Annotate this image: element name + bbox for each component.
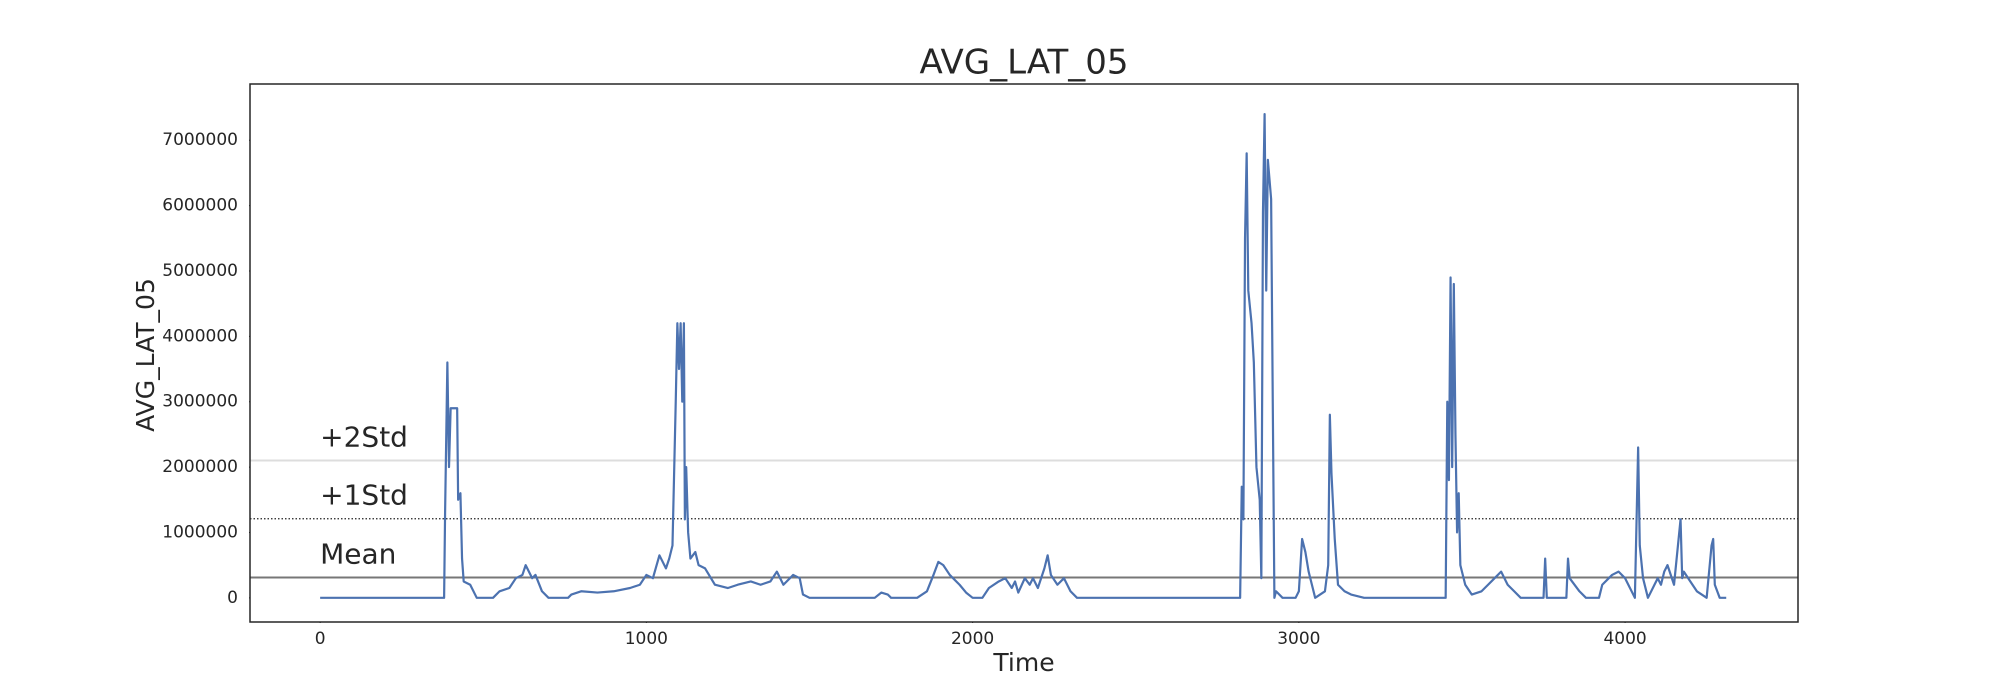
plot-frame	[249, 83, 1799, 623]
y-tick-label: 3000000	[162, 392, 238, 412]
y-axis-label: AVG_LAT_05	[131, 278, 160, 432]
y-tick-label: 4000000	[162, 326, 238, 346]
x-axis-label: Time	[992, 648, 1054, 677]
y-tick-label: 1000000	[162, 522, 238, 542]
x-tick-label: 1000	[625, 629, 668, 649]
y-tick-label: 2000000	[162, 457, 238, 477]
chart-title: AVG_LAT_05	[919, 43, 1128, 83]
x-tick-label: 3000	[1277, 629, 1320, 649]
y-tick-label: 6000000	[162, 196, 238, 216]
y-tick-label: 0	[227, 588, 238, 608]
x-tick-label: 2000	[951, 629, 994, 649]
data-line	[320, 112, 1727, 599]
reference-label: +2Std	[320, 421, 408, 454]
x-tick-label: 4000	[1603, 629, 1646, 649]
y-tick-label: 5000000	[162, 261, 238, 281]
reference-label: +1Std	[320, 479, 408, 512]
x-tick-label: 0	[315, 629, 326, 649]
y-tick-label: 7000000	[162, 130, 238, 150]
reference-label: Mean	[320, 538, 396, 571]
